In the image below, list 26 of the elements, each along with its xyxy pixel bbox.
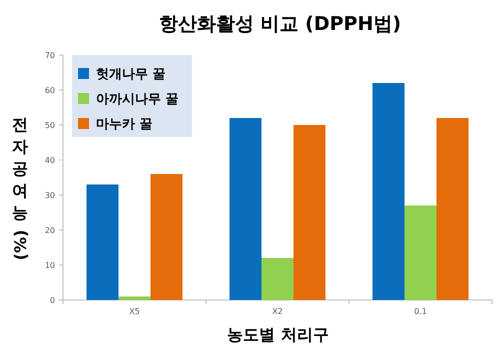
y-tick-label: 50: [44, 121, 55, 130]
y-tick-label: 0: [50, 296, 55, 305]
legend-label: 헛개나무 꿀: [96, 67, 166, 82]
legend-label: 마누카 꿀: [96, 117, 153, 132]
y-tick-label: 40: [44, 156, 55, 165]
y-tick-label: 20: [44, 226, 55, 235]
chart-title: 항산화활성 비교 (DPPH법): [158, 13, 402, 35]
bar: [372, 83, 404, 300]
bar: [262, 258, 294, 300]
y-tick-label: 70: [44, 51, 55, 60]
y-axis-title: 전자공여능 (%): [11, 115, 30, 260]
y-tick-label: 60: [44, 86, 55, 95]
bar: [404, 206, 436, 300]
bar: [436, 118, 468, 300]
bar: [230, 118, 262, 300]
bar: [294, 125, 326, 300]
bar: [118, 296, 150, 300]
x-tick-label: X5: [129, 307, 140, 316]
y-tick-label: 30: [44, 191, 55, 200]
bar: [150, 174, 182, 300]
y-tick-label: 10: [44, 261, 55, 270]
x-tick-label: 0.1: [414, 307, 427, 316]
x-axis-title: 농도별 처리구: [227, 325, 329, 344]
legend-label: 아까시나무 꿀: [96, 92, 179, 107]
bar: [86, 184, 118, 300]
x-tick-label: X2: [272, 307, 283, 316]
